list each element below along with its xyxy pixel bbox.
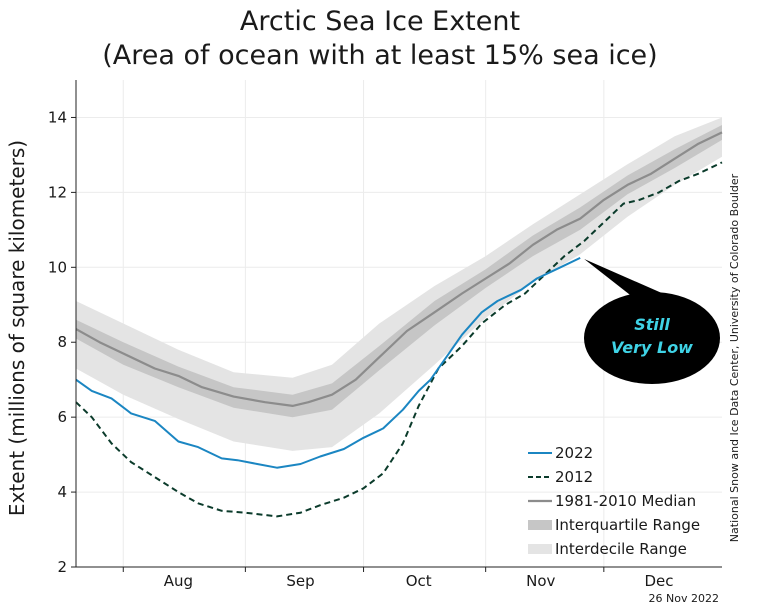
x-tick-label: Nov [526, 572, 555, 590]
y-tick-label: 2 [57, 558, 67, 576]
credit-text: National Snow and Ice Data Center, Unive… [728, 173, 741, 542]
y-tick-label: 10 [48, 258, 67, 276]
interdecile-range-band [76, 117, 722, 451]
legend-2022-label: 2022 [555, 444, 593, 462]
range-bands [76, 117, 722, 451]
legend-median-label: 1981-2010 Median [555, 492, 696, 510]
x-tick-label: Aug [164, 572, 193, 590]
callout-bubble [584, 292, 720, 384]
legend-interdecile-swatch [528, 544, 552, 554]
axes: 2 4 6 8 10 12 14 Aug Sep Oct Nov Dec [48, 80, 722, 590]
legend-interquartile-swatch [528, 520, 552, 530]
y-tick-label: 14 [48, 108, 67, 126]
y-axis-label: Extent (millions of square kilometers) [5, 140, 29, 516]
callout-pointer [584, 258, 664, 298]
legend: 2022 2012 1981-2010 Median Interquartile Ra… [528, 444, 700, 558]
chart-title: Arctic Sea Ice Extent [239, 6, 521, 37]
legend-interquartile-label: Interquartile Range [555, 516, 700, 534]
series-lines [75, 131, 723, 518]
median-line [75, 131, 723, 407]
x-tick-label: Sep [286, 572, 314, 590]
y-tick-label: 6 [57, 408, 67, 426]
date-stamp: 26 Nov 2022 [649, 592, 719, 605]
legend-2012-label: 2012 [555, 468, 593, 486]
y-tick-label: 4 [57, 483, 67, 501]
callout-text-line: Still [634, 315, 670, 334]
series-2012-line [75, 161, 723, 518]
callout-text-line: Very Low [611, 338, 693, 357]
series-2022-line [75, 256, 581, 469]
y-tick-label: 8 [57, 333, 67, 351]
x-tick-label: Dec [644, 572, 673, 590]
y-tick-label: 12 [48, 183, 67, 201]
legend-interdecile-label: Interdecile Range [555, 540, 687, 558]
x-tick-label: Oct [406, 572, 432, 590]
annotation-callout: Still Very Low [584, 258, 720, 384]
chart-subtitle: (Area of ocean with at least 15% sea ice… [102, 40, 658, 71]
